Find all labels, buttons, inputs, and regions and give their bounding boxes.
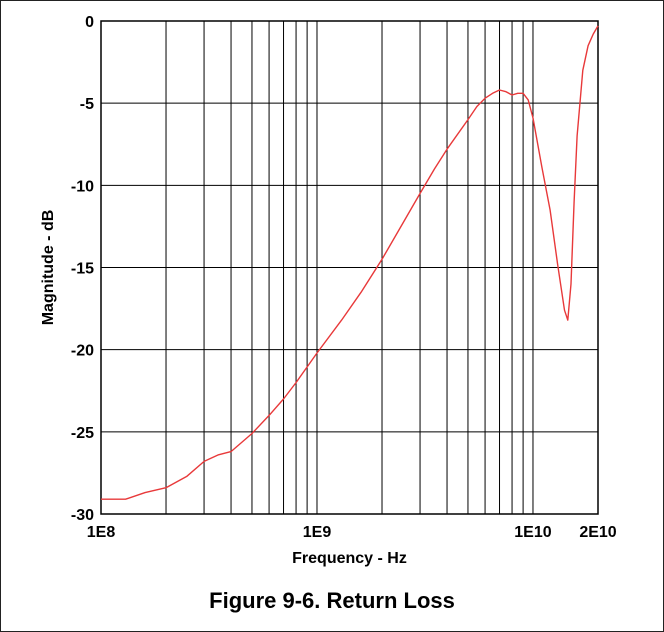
y-tick-label: -15: [71, 261, 94, 278]
y-tick-label: -5: [80, 96, 94, 113]
series-line: [101, 25, 599, 500]
plot-area-border: [100, 20, 599, 515]
x-axis-title: Frequency - Hz: [292, 550, 407, 567]
y-tick-label: -25: [71, 425, 94, 442]
y-tick-label: 0: [85, 14, 94, 31]
x-tick-label: 1E8: [87, 524, 116, 541]
x-tick-label: 1E9: [303, 524, 332, 541]
y-tick-label: -10: [71, 178, 94, 195]
y-tick-label: -30: [71, 507, 94, 524]
figure-caption: Figure 9-6. Return Loss: [209, 588, 455, 613]
y-tick-label: -20: [71, 343, 94, 360]
series-layer: [101, 25, 599, 500]
x-tick-label: 2E10: [579, 524, 616, 541]
grid: [101, 21, 598, 514]
x-tick-label: 1E10: [514, 524, 551, 541]
y-axis-title: Magnitude - dB: [40, 210, 57, 326]
